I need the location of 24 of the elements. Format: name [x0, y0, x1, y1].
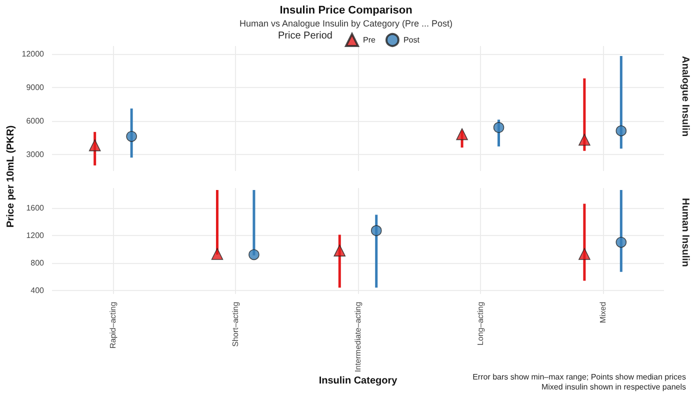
x-tick-label: Mixed: [598, 302, 608, 324]
y-tick-label: 1600: [26, 203, 45, 212]
chart-title: Insulin Price Comparison: [280, 4, 413, 16]
y2-axis-title: Analogue Insulin: [680, 56, 690, 137]
y-tick-label: 400: [30, 286, 45, 295]
x-tick-label: Long–acting: [476, 302, 485, 346]
x-tick-label: Rapid–acting: [108, 302, 118, 349]
legend-label: Pre: [363, 36, 376, 44]
y-tick-label: 1200: [26, 230, 45, 240]
text: Error bars show min–max range; Points show median prices: [472, 372, 686, 382]
y-axis-title: Price per 10mL (PKR): [6, 124, 17, 228]
text: Mixed insulin shown in respective panels: [541, 382, 686, 392]
y-tick-label: 12000: [22, 49, 45, 58]
y-tick-label: 3000: [26, 150, 45, 159]
x-tick-label: Short–acting: [231, 302, 240, 347]
chart-subtitle: Human vs Analogue Insulin by Category (Pre ... Post): [239, 18, 453, 28]
y-tick-label: 800: [30, 258, 45, 268]
y-tick-label: 6000: [26, 116, 45, 126]
legend-label: Post: [403, 36, 420, 44]
y2-axis-title: Human Insulin: [680, 198, 690, 267]
legend-title: Price Period: [278, 30, 332, 42]
y-tick-label: 9000: [26, 82, 45, 92]
x-axis-title: Insulin Category: [318, 376, 398, 386]
x-tick-label: Intermediate–acting: [354, 302, 362, 372]
